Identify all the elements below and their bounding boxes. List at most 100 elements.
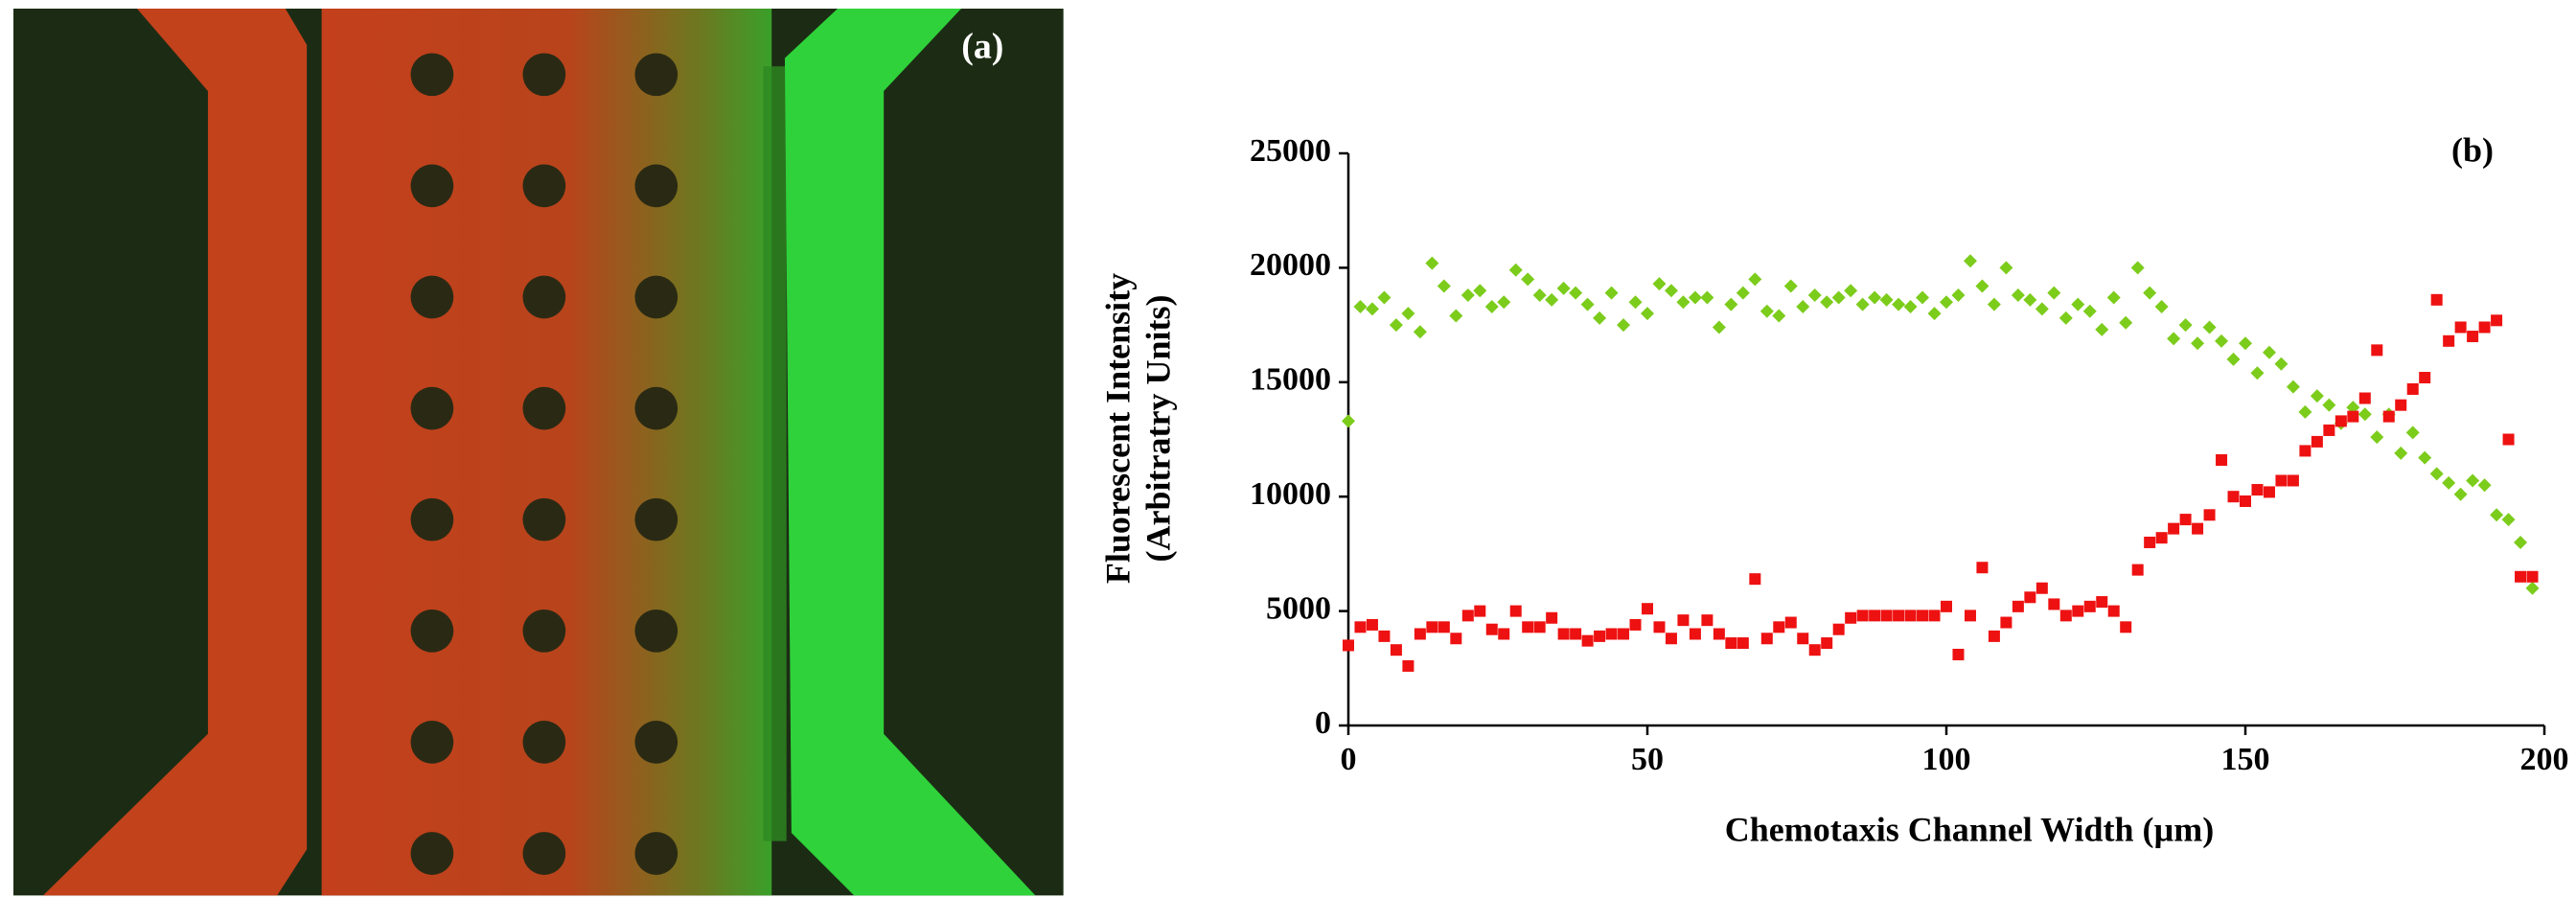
point [1557,628,1570,640]
point [2490,508,2504,522]
x-tick-label: 0 [1341,742,1357,777]
point [2514,535,2528,549]
point [1975,279,1990,293]
posts [410,53,678,875]
point [1377,290,1392,305]
post [410,832,454,875]
point [2501,513,2516,527]
point [2346,401,2360,415]
point [2525,581,2540,595]
point [2226,352,2241,366]
point [2083,600,2096,612]
point [1508,263,1523,277]
point [1868,290,1882,305]
panel-label: (b) [2451,130,2494,169]
point [2467,331,2479,343]
point [1893,610,1905,622]
point [1725,637,1737,650]
post [410,53,454,97]
point [2143,286,2157,300]
point [1701,614,1714,627]
y-tick-label: 0 [1315,705,1331,741]
point [1484,299,1499,313]
red-channel [42,9,308,896]
post [522,609,566,653]
point [2286,380,2300,394]
point [2251,484,2264,496]
point [2120,621,2132,633]
point [2371,344,2383,357]
point [1976,562,1989,574]
post [410,386,454,430]
point [1987,297,2001,311]
point [1473,284,1487,298]
point [2299,445,2312,457]
point [2154,299,2169,313]
x-tick-label: 200 [2520,742,2569,777]
point [2347,410,2359,423]
point [2430,293,2443,306]
point [2311,435,2323,448]
point [1689,628,1701,640]
point [1760,304,1774,318]
point [1641,307,1654,321]
point [1652,277,1667,291]
point [1474,605,1486,617]
point [2358,392,2371,404]
point [1629,618,1642,631]
point [2240,495,2251,507]
point [2322,398,2336,412]
point [2454,321,2467,334]
point [1664,284,1678,298]
point [2192,522,2204,535]
point [2395,399,2407,411]
y-tick-label: 10000 [1250,476,1331,512]
post [634,497,678,541]
point [2466,473,2480,488]
point [2478,321,2491,334]
point [1628,295,1643,310]
point [1545,292,1559,307]
point [1556,281,1571,295]
point [1796,299,1810,313]
point [1497,295,1511,310]
post [634,832,678,875]
point [1509,605,1522,617]
point [2036,582,2048,594]
point [1581,634,1594,647]
point [1594,630,1606,642]
point [2263,486,2275,498]
point [2047,286,2061,300]
point [2216,453,2228,466]
point [1485,623,1498,635]
point [2168,522,2180,535]
point [1450,633,1462,645]
point [1700,290,1714,305]
point [1784,616,1797,629]
point [2334,415,2347,427]
point [1521,272,1535,287]
point [1593,311,1607,325]
point [1831,290,1846,305]
point [2155,532,2168,544]
point [1808,644,1821,656]
point [2250,366,2265,380]
point [1642,603,1653,615]
point [2477,478,2492,493]
point [1618,628,1630,640]
post [522,497,566,541]
point [1988,630,2000,642]
point [1498,628,1510,640]
x-axis-label: Chemotaxis Channel Width (µm) [1725,810,2214,848]
point [1522,621,1534,633]
point [1832,623,1845,635]
point [1748,272,1762,287]
post [522,275,566,319]
point [1353,299,1368,313]
post [522,164,566,208]
point [1712,320,1726,334]
point [1677,614,1690,627]
green-channel [784,9,1036,896]
micrograph: (a) [13,9,1064,896]
